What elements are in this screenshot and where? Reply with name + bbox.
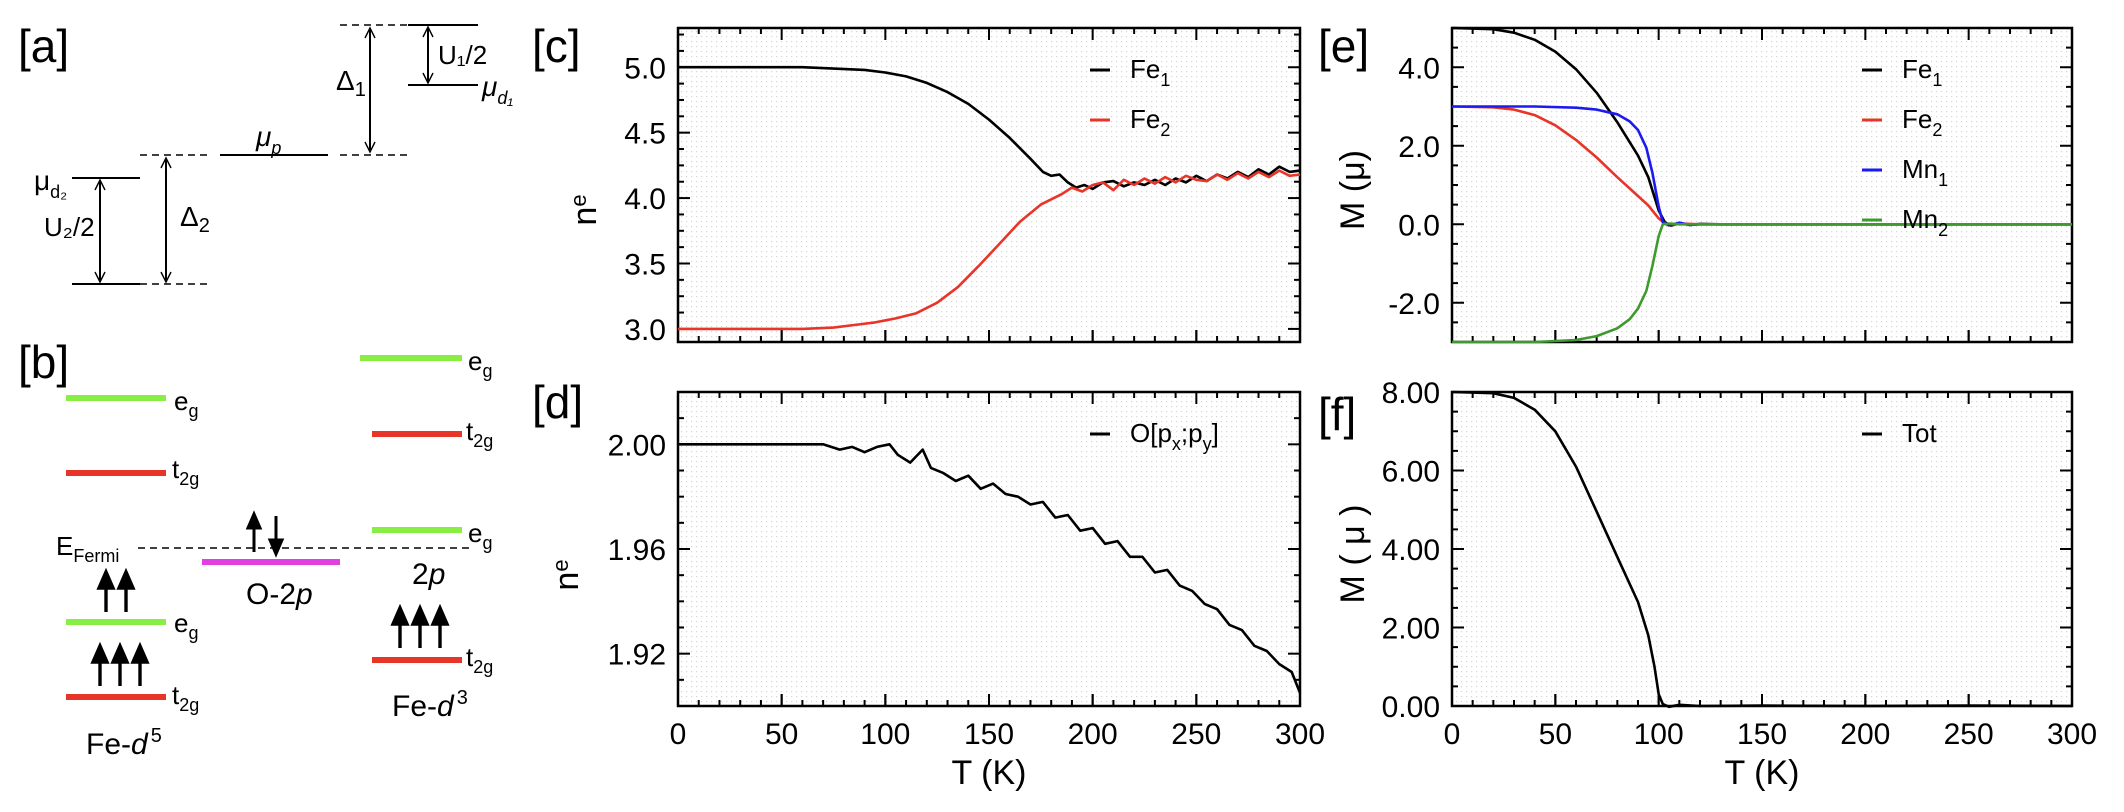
panel-f-chart: [f] 0 50 100 150 200 250 300 0.00 2.00 4.00 6.00 8.0… [1318, 377, 2097, 792]
series-line-d-0 [678, 442, 1302, 694]
y-axis-label-f: M ( μ ) [1334, 505, 1372, 604]
x-tick-label-f: 0 [1444, 718, 1461, 751]
panel-a-diagram: [a] μd₂ U₂/2 μp Δ2 Δ1 U₁/2 μd₁ [18, 20, 513, 285]
fe-d3-eg-lower-label: eg [468, 518, 492, 553]
y-tick-label-f: 4.00 [1382, 534, 1440, 567]
y-tick-label-d: 1.92 [608, 639, 666, 672]
panel-c-letter: [c] [532, 20, 581, 72]
panel-f-letter: [f] [1318, 388, 1356, 440]
panel-e-chart: [e] -2.0 0.0 2.0 4.0 M (μ) Fe1 Fe2 Mn1 Mn2 [1318, 20, 2074, 344]
y-axis-label-d: ne [548, 559, 586, 590]
x-tick-label-d: 50 [765, 718, 798, 751]
y-tick-label-e: -2.0 [1388, 288, 1440, 321]
x-tick-label-f: 300 [2047, 718, 2097, 751]
fe-d5-eg-spin-arrows [96, 567, 136, 612]
fe-d5-label: Fe-d 5 [86, 725, 162, 761]
x-tick-label-d: 100 [860, 718, 910, 751]
u2-label: U₂/2 [44, 212, 95, 242]
x-tick-label-d: 150 [964, 718, 1014, 751]
panel-a-letter: [a] [18, 20, 69, 72]
fe-d3-2p-label: 2p [412, 558, 445, 591]
y-axis-label-c: ne [566, 194, 604, 225]
x-tick-label-d: 300 [1275, 718, 1325, 751]
plot-area-e [1450, 26, 2074, 344]
mu-d1-label: μd₁ [481, 71, 513, 108]
x-axis-label-f: T (K) [1725, 754, 1800, 792]
legend-label-c-0: Fe1 [1130, 54, 1170, 90]
panel-e-letter: [e] [1318, 20, 1369, 72]
panel-c-chart: [c] 3.0 3.5 4.0 4.5 5.0 ne Fe1 Fe2 [532, 20, 1302, 347]
plot-area-f [1450, 390, 2074, 708]
panel-d-chart: [d] 0 50 100 150 200 250 300 1.92 1.96 2.00 T (K) ne… [532, 376, 1325, 792]
x-tick-label-f: 100 [1634, 718, 1684, 751]
o2p-label: O-2p [246, 578, 313, 611]
y-tick-label-d: 1.96 [608, 534, 666, 567]
panel-b-diagram: [b] eg t2g EFermi O-2p eg t2g Fe-d 5 [18, 336, 493, 761]
x-tick-label-d: 0 [670, 718, 687, 751]
y-tick-label-e: 2.0 [1398, 131, 1440, 164]
legend-label-e-3: Mn2 [1902, 204, 1948, 240]
fe-d3-eg-upper-label: eg [468, 346, 492, 381]
legend-label-e-2: Mn1 [1902, 154, 1948, 190]
y-tick-label-c: 5.0 [624, 52, 666, 85]
series-line-f-0 [1451, 390, 2073, 709]
x-tick-label-f: 150 [1737, 718, 1787, 751]
delta1-label: Δ1 [336, 65, 366, 101]
y-tick-label-c: 3.0 [624, 314, 666, 347]
y-tick-label-d: 2.00 [608, 429, 666, 462]
fe-d5-eg-upper-label: eg [174, 386, 198, 421]
legend-label-d-0: O[px;py] [1130, 418, 1219, 454]
x-tick-label-d: 250 [1171, 718, 1221, 751]
plot-area-c [676, 26, 1302, 344]
x-tick-label-d: 200 [1068, 718, 1118, 751]
legend-label-c-1: Fe2 [1130, 104, 1170, 140]
y-tick-label-f: 2.00 [1382, 613, 1440, 646]
series-line-e-3 [1452, 222, 2072, 344]
efermi-label: EFermi [56, 531, 119, 566]
panel-b-letter: [b] [18, 336, 69, 388]
fe-d3-t2g-spin-arrows [390, 603, 450, 648]
series-line-c-1 [678, 169, 1301, 331]
x-tick-label-f: 250 [1944, 718, 1994, 751]
y-axis-label-e: M (μ) [1334, 150, 1372, 230]
mu-d2-label: μd₂ [34, 165, 67, 202]
legend-label-e-0: Fe1 [1902, 54, 1942, 90]
x-tick-label-f: 200 [1840, 718, 1890, 751]
fe-d3-t2g-lower-label: t2g [466, 642, 493, 677]
u1-label: U₁/2 [438, 40, 487, 70]
o2p-spin-arrows [245, 510, 285, 558]
y-tick-label-f: 0.00 [1382, 691, 1440, 724]
mu-p-label: μp [255, 121, 281, 158]
x-axis-label-d: T (K) [952, 754, 1027, 792]
panel-d-letter: [d] [532, 376, 583, 428]
legend-label-f-0: Tot [1902, 418, 1937, 448]
y-tick-label-c: 4.0 [624, 183, 666, 216]
y-tick-label-e: 4.0 [1398, 52, 1440, 85]
fe-d5-t2g-spin-arrows [90, 641, 150, 686]
fe-d5-t2g-lower-label: t2g [172, 680, 199, 715]
y-tick-label-c: 4.5 [624, 118, 666, 151]
y-tick-label-c: 3.5 [624, 249, 666, 282]
y-tick-label-f: 6.00 [1382, 456, 1440, 489]
fe-d3-label: Fe-d 3 [392, 687, 468, 723]
fe-d3-t2g-upper-label: t2g [466, 416, 493, 451]
fe-d5-eg-lower-label: eg [174, 608, 198, 643]
y-tick-label-e: 0.0 [1398, 209, 1440, 242]
delta2-label: Δ2 [180, 201, 210, 237]
legend-label-e-1: Fe2 [1902, 104, 1942, 140]
fe-d5-t2g-upper-label: t2g [172, 454, 199, 489]
y-tick-label-f: 8.00 [1382, 377, 1440, 410]
x-tick-label-f: 50 [1539, 718, 1572, 751]
